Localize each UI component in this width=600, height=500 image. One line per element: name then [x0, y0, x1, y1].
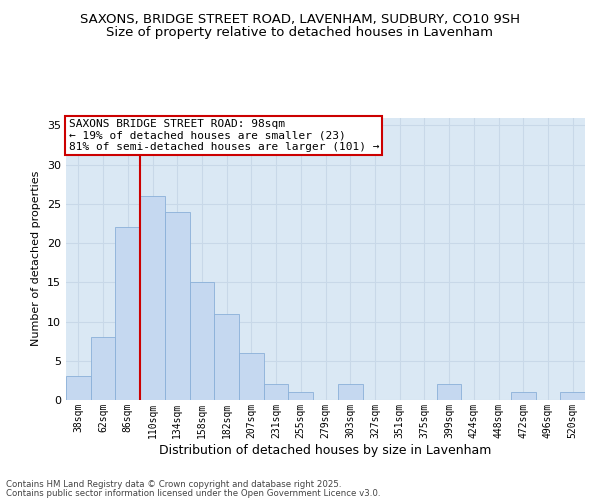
Bar	[338, 384, 362, 400]
Bar	[140, 196, 165, 400]
Bar	[239, 353, 264, 400]
Bar	[511, 392, 536, 400]
Bar	[115, 228, 140, 400]
Y-axis label: Number of detached properties: Number of detached properties	[31, 171, 41, 346]
Bar	[214, 314, 239, 400]
Bar	[91, 337, 115, 400]
Text: SAXONS, BRIDGE STREET ROAD, LAVENHAM, SUDBURY, CO10 9SH: SAXONS, BRIDGE STREET ROAD, LAVENHAM, SU…	[80, 12, 520, 26]
Text: Contains public sector information licensed under the Open Government Licence v3: Contains public sector information licen…	[6, 490, 380, 498]
Bar	[289, 392, 313, 400]
X-axis label: Distribution of detached houses by size in Lavenham: Distribution of detached houses by size …	[160, 444, 491, 456]
Bar	[165, 212, 190, 400]
Bar	[264, 384, 289, 400]
Bar	[437, 384, 461, 400]
Bar	[66, 376, 91, 400]
Bar	[190, 282, 214, 400]
Text: Size of property relative to detached houses in Lavenham: Size of property relative to detached ho…	[107, 26, 493, 39]
Text: Contains HM Land Registry data © Crown copyright and database right 2025.: Contains HM Land Registry data © Crown c…	[6, 480, 341, 489]
Bar	[560, 392, 585, 400]
Text: SAXONS BRIDGE STREET ROAD: 98sqm
← 19% of detached houses are smaller (23)
81% o: SAXONS BRIDGE STREET ROAD: 98sqm ← 19% o…	[68, 119, 379, 152]
